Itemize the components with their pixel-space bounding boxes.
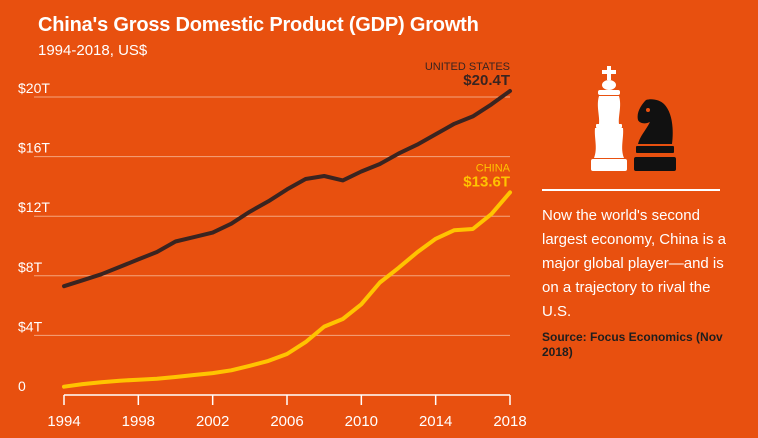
china-series-label: CHINA — [476, 162, 511, 174]
china-end-value-label: $13.6T — [463, 173, 510, 190]
x-tick-label: 2018 — [493, 413, 526, 430]
sidebar-divider — [542, 189, 720, 191]
us-gdp-line — [62, 89, 512, 289]
x-tick-label: 2006 — [270, 413, 303, 430]
x-tick-label: 2002 — [196, 413, 229, 430]
chart-title: China's Gross Domestic Product (GDP) Gro… — [38, 14, 479, 36]
sidebar-note: Now the world's second largest economy, … — [542, 207, 726, 320]
china-gdp-line — [62, 190, 512, 389]
us-series-label: UNITED STATES — [425, 61, 510, 73]
y-tick-label: $4T — [18, 318, 43, 334]
x-tick-label: 2014 — [419, 413, 452, 430]
y-tick-label: $20T — [18, 80, 50, 96]
us-end-value-label: $20.4T — [463, 72, 510, 89]
y-tick-label: $12T — [18, 199, 50, 215]
x-tick-label: 2010 — [345, 413, 378, 430]
black-knight-chess-icon — [634, 99, 676, 171]
x-tick-label: 1998 — [122, 413, 155, 430]
y-tick-label: $8T — [18, 259, 43, 275]
chess-pieces — [591, 66, 676, 171]
source-credit: Source: Focus Economics (Nov 2018) — [542, 330, 723, 359]
chart-subtitle: 1994-2018, US$ — [38, 42, 148, 59]
white-king-chess-icon — [591, 66, 627, 171]
x-tick-label: 1994 — [47, 413, 80, 430]
y-tick-label: $16T — [18, 140, 50, 156]
y-tick-label: 0 — [18, 378, 26, 394]
